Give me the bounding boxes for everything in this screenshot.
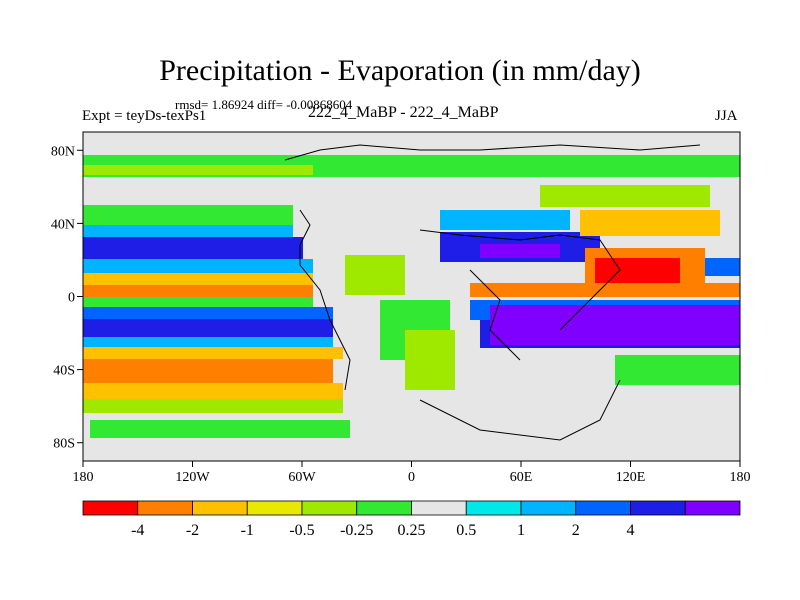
x-tick-label: 60W xyxy=(288,470,316,485)
colorbar-label: 0.5 xyxy=(456,522,476,539)
colorbar-label: 2 xyxy=(572,522,580,539)
x-tick-label: 120W xyxy=(175,470,210,485)
colorbar-swatch xyxy=(630,500,686,516)
colorbar-label: -4 xyxy=(131,522,144,539)
colorbar-label: -0.5 xyxy=(289,522,314,539)
y-tick-label: 40S xyxy=(53,364,75,379)
season-label: JJA xyxy=(715,108,738,124)
colorbar-swatch xyxy=(192,500,248,516)
experiment-label: Expt = teyDs-texPs1 xyxy=(82,108,207,124)
colorbar-swatch xyxy=(575,500,631,516)
x-tick-label: 180 xyxy=(730,470,751,485)
colorbar-swatch xyxy=(301,500,358,516)
colorbar-swatch xyxy=(356,500,412,516)
coastlines xyxy=(284,144,701,441)
x-axis-ticks: 180 120W 60W 0 60E 120E 180 xyxy=(73,461,751,485)
y-tick-label: 40N xyxy=(51,217,75,232)
x-tick-label: 0 xyxy=(408,470,415,485)
colorbar-swatch xyxy=(82,500,139,516)
stats-text: rmsd= 1.86924 diff= -0.00868604 xyxy=(175,97,353,112)
colorbar-swatch xyxy=(137,500,193,516)
colorbar-swatch xyxy=(411,500,467,516)
colorbar-swatch xyxy=(465,500,522,516)
case-label: 222_4_MaBP - 222_4_MaBP xyxy=(308,104,499,121)
colorbar-label: 1 xyxy=(517,522,525,539)
colorbar-label: 0.25 xyxy=(398,522,426,539)
colorbar-swatch xyxy=(520,500,577,516)
x-tick-label: 180 xyxy=(73,470,94,485)
y-tick-label: 0 xyxy=(68,291,75,306)
colorbar-label: -1 xyxy=(241,522,254,539)
x-tick-label: 60E xyxy=(510,470,533,485)
colorbar-label: 4 xyxy=(627,522,635,539)
y-tick-label: 80S xyxy=(53,437,75,452)
y-tick-label: 80N xyxy=(51,144,75,159)
pme-field xyxy=(83,132,740,461)
plot-title: Precipitation - Evaporation (in mm/day) xyxy=(159,54,641,87)
colorbar-swatch xyxy=(246,500,303,516)
y-axis-ticks: 80N 40N 0 40S 80S xyxy=(51,144,83,452)
colorbar-label: -0.25 xyxy=(340,522,373,539)
colorbar-swatch xyxy=(684,500,741,516)
x-tick-label: 120E xyxy=(616,470,646,485)
colorbar: -4 -2 -1 -0.5 -0.25 0.25 0.5 1 2 4 xyxy=(82,500,741,539)
colorbar-label: -2 xyxy=(186,522,199,539)
